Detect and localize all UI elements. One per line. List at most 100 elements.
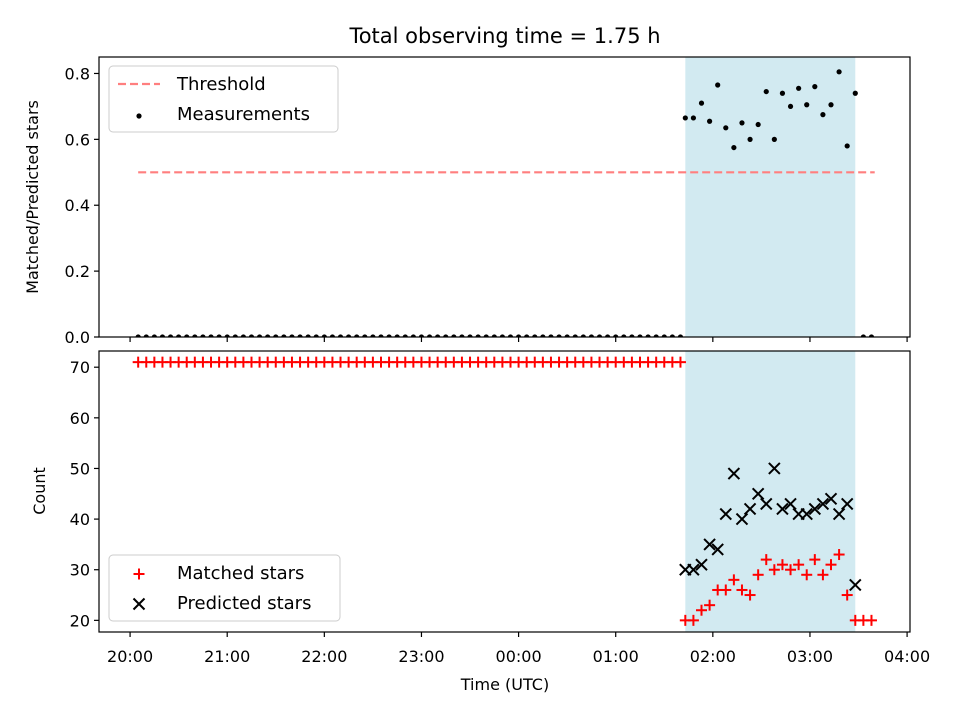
marker-stroke (735, 512, 749, 526)
predicted-star-point (816, 497, 830, 511)
marker-stroke (832, 507, 846, 521)
chart-title: Total observing time = 1.75 h (348, 24, 660, 48)
measurement-point (844, 143, 850, 149)
measurement-point (159, 334, 166, 337)
measurement-point (402, 334, 408, 337)
measurement-point (653, 334, 659, 337)
marker-stroke (776, 502, 789, 516)
measurement-point (224, 334, 230, 337)
measurement-point (321, 334, 327, 337)
measurement-point (828, 102, 834, 108)
measurement-point (273, 334, 279, 337)
measurement-point (723, 125, 729, 131)
legend-matched-swatch (133, 568, 145, 580)
bottom-y-tick-label: 50 (70, 459, 90, 478)
measurement-point (475, 334, 481, 337)
matched-star-point (841, 589, 853, 601)
measurement-point (868, 334, 875, 337)
top-y-tick-label: 0.8 (65, 64, 90, 83)
legend-predicted-swatch (132, 597, 146, 611)
top-y-tick-label: 0.2 (65, 262, 90, 281)
measurement-point (852, 90, 858, 96)
measurement-point (677, 334, 684, 337)
top-y-tick-label: 0.4 (65, 196, 90, 215)
measurement-point (200, 334, 206, 337)
measurement-point (443, 334, 449, 337)
measurement-point (661, 334, 667, 337)
matched-star-point (752, 569, 764, 581)
measurement-point (779, 90, 786, 96)
matched-star-point (728, 574, 740, 586)
measurement-point (184, 334, 190, 337)
marker-stroke (840, 497, 854, 511)
measurement-point (297, 334, 303, 337)
measurement-point (176, 334, 182, 337)
matched-star-point (776, 559, 788, 571)
matched-star-point (865, 614, 877, 626)
measurement-point (362, 334, 368, 337)
measurement-point (739, 120, 745, 126)
top-axes-frame (98, 56, 911, 338)
marker-stroke (751, 487, 765, 500)
x-tick-label: 02:00 (690, 647, 736, 666)
marker-stroke (687, 563, 700, 576)
measurement-point (515, 334, 522, 337)
measurement-point (588, 334, 595, 337)
top-y-axis-label: Matched/Predicted stars (23, 100, 42, 294)
marker-stroke (703, 538, 716, 551)
predicted-star-point (768, 462, 781, 475)
measurement-point (580, 334, 586, 337)
marker-stroke (719, 507, 732, 521)
marker-stroke (743, 502, 757, 516)
measurement-point (804, 102, 810, 108)
bottom-y-tick-label: 70 (70, 358, 90, 377)
bottom-plot-area (132, 356, 877, 626)
measurement-point (605, 334, 611, 337)
measurement-point (755, 121, 761, 128)
measurement-point (386, 334, 392, 337)
predicted-star-point (784, 497, 797, 511)
measurement-point (143, 334, 149, 337)
measurement-point (394, 334, 400, 337)
measurement-point (418, 334, 425, 337)
matched-star-point (825, 559, 837, 571)
measurement-point (860, 334, 866, 337)
measurement-point (507, 334, 514, 337)
matched-star-point (768, 564, 780, 576)
predicted-star-point (800, 507, 813, 521)
predicted-star-point (703, 538, 716, 551)
marker-stroke (816, 497, 830, 511)
measurement-point (548, 334, 554, 337)
matched-star-point (674, 356, 686, 368)
bottom-legend-box (108, 554, 341, 622)
matched-star-point (793, 559, 805, 571)
measurement-point (313, 334, 319, 337)
matched-star-point (809, 554, 821, 566)
x-tick-label: 03:00 (787, 647, 833, 666)
predicted-star-point (735, 512, 749, 526)
measurement-point (820, 112, 826, 118)
matched-star-point (687, 614, 699, 626)
marker-stroke (784, 497, 797, 511)
measurement-point (346, 334, 352, 337)
legend-threshold-label: Threshold (176, 74, 266, 95)
matched-star-point (760, 554, 772, 566)
top-y-tick-label: 0.6 (65, 130, 90, 149)
measurement-point (572, 334, 578, 337)
measurement-point (240, 334, 246, 337)
matched-star-point (801, 569, 813, 581)
measurement-point (787, 103, 794, 110)
bottom-y-tick-label: 30 (70, 561, 90, 580)
measurement-point (763, 88, 769, 95)
marker-stroke (849, 578, 862, 592)
measurement-point (410, 334, 416, 337)
measurement-point (265, 334, 271, 337)
marker-stroke (768, 462, 781, 475)
measurement-point (629, 334, 635, 337)
measurement-point (706, 118, 713, 124)
marker-stroke (824, 492, 838, 506)
measurement-point (281, 334, 287, 337)
observing-window-top (685, 57, 856, 337)
predicted-star-point (840, 497, 854, 511)
